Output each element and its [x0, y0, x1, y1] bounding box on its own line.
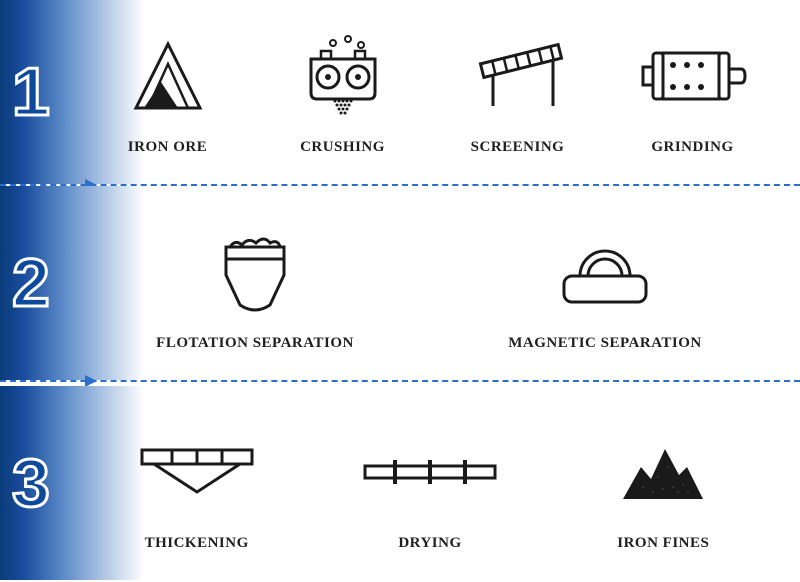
item-iron-ore: IRON ORE	[80, 31, 255, 156]
screening-icon	[463, 31, 573, 121]
magnetic-icon	[550, 227, 660, 317]
stage-2: 2 FLOTATION SEPARATION	[0, 186, 800, 380]
item-label: IRON FINES	[617, 535, 709, 552]
stage-2-items: FLOTATION SEPARATION MAGNETIC SEPARATION	[0, 186, 800, 380]
stage-number-1: 1	[12, 53, 50, 131]
item-label: DRYING	[398, 535, 461, 552]
stage-3-items: THICKENING DRYING	[0, 386, 800, 580]
item-drying: DRYING	[313, 427, 546, 552]
item-iron-fines: IRON FINES	[547, 427, 780, 552]
stage-divider-2	[0, 380, 800, 382]
iron-ore-icon	[128, 31, 208, 121]
item-grinding: GRINDING	[605, 31, 780, 156]
item-flotation: FLOTATION SEPARATION	[80, 227, 430, 352]
process-diagram: 1 IRON ORE	[0, 0, 800, 582]
stage-number-2: 2	[12, 244, 50, 322]
item-label: FLOTATION SEPARATION	[156, 335, 354, 352]
item-label: MAGNETIC SEPARATION	[508, 335, 702, 352]
stage-1: 1 IRON ORE	[0, 0, 800, 184]
drying-icon	[355, 427, 505, 517]
item-thickening: THICKENING	[80, 427, 313, 552]
item-crushing: CRUSHING	[255, 31, 430, 156]
item-screening: SCREENING	[430, 31, 605, 156]
item-magnetic: MAGNETIC SEPARATION	[430, 227, 780, 352]
item-label: SCREENING	[471, 139, 565, 156]
stage-1-items: IRON ORE	[0, 0, 800, 184]
iron-fines-icon	[613, 427, 713, 517]
stage-3: 3 THICKENING	[0, 386, 800, 580]
item-label: IRON ORE	[128, 139, 207, 156]
flotation-icon	[210, 227, 300, 317]
stage-number-3: 3	[12, 444, 50, 522]
item-label: THICKENING	[145, 535, 249, 552]
item-label: GRINDING	[651, 139, 733, 156]
thickening-icon	[132, 427, 262, 517]
item-label: CRUSHING	[300, 139, 385, 156]
crushing-icon	[293, 31, 393, 121]
grinding-icon	[633, 31, 753, 121]
